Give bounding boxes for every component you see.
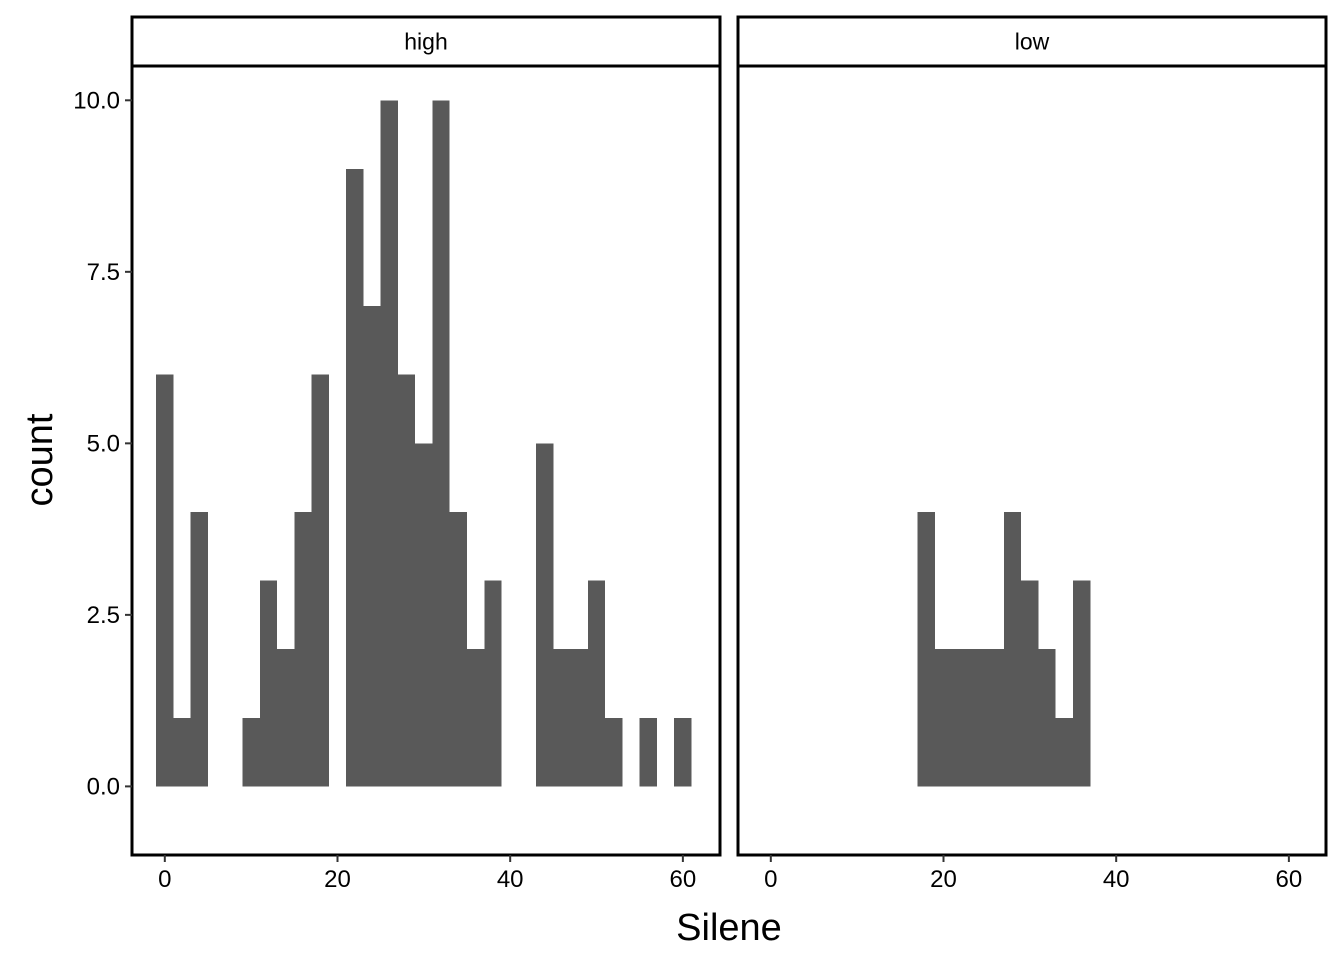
facet-panel-high: high 0 20 40 60 0.0 2.5 5.0 7.5 10.0 [73, 15, 722, 893]
histogram-bar [380, 100, 398, 787]
histogram-bar [536, 443, 554, 787]
histogram-bar [346, 168, 364, 787]
histogram-bar [570, 649, 588, 787]
x-tick-label: 40 [1103, 866, 1130, 893]
histogram-bar [449, 511, 468, 787]
y-tick-label: 2.5 [87, 602, 120, 629]
x-tick-label: 0 [158, 866, 171, 893]
histogram-bar [294, 511, 312, 787]
histogram-bar [259, 580, 278, 787]
facet-strip [130, 15, 722, 68]
histogram-bar [952, 649, 970, 787]
histogram-bar [969, 649, 987, 787]
histogram-bar [311, 374, 329, 787]
histogram-bar [415, 443, 433, 787]
x-tick-label: 40 [497, 866, 524, 893]
histogram-bar [173, 717, 191, 787]
histogram-bar [986, 649, 1004, 787]
histogram-bar [432, 100, 450, 787]
x-axis-title: Silene [676, 907, 782, 949]
histogram-bar [587, 580, 606, 787]
panel-border [130, 64, 722, 857]
histogram-bar [484, 580, 502, 787]
histogram-bar [242, 717, 260, 787]
facet-panels: high 0 20 40 60 0.0 2.5 5.0 7.5 10.0 low 0 20 40 60 [73, 15, 1328, 893]
histogram-bar [363, 306, 381, 787]
histogram-bar [674, 717, 692, 787]
histogram-bar [1055, 717, 1074, 787]
facet-strip-label: high [404, 29, 447, 55]
histogram-bar [277, 649, 295, 787]
y-tick-label: 7.5 [87, 259, 120, 286]
x-tick-label: 0 [764, 866, 777, 893]
histogram-bar [1038, 649, 1056, 787]
histogram-bar [156, 374, 174, 787]
y-tick-label: 10.0 [73, 87, 120, 114]
histogram-bar [190, 511, 208, 787]
histogram-bar [1003, 511, 1022, 787]
histogram-bar [553, 649, 571, 787]
y-axis-title: count [19, 413, 61, 506]
histogram-bar [397, 374, 416, 787]
histogram-bar [934, 649, 953, 787]
histogram-bar [639, 717, 657, 787]
histogram-bar [1021, 580, 1039, 787]
y-tick-label: 0.0 [87, 773, 120, 800]
x-tick-label: 20 [930, 866, 957, 893]
histogram-bar [917, 511, 935, 787]
histogram-bar [467, 649, 485, 787]
panel-border [736, 64, 1328, 857]
histogram-bar [1073, 580, 1091, 787]
histogram-bar [605, 717, 623, 787]
x-tick-label: 20 [324, 866, 351, 893]
y-tick-label: 5.0 [87, 430, 120, 457]
x-tick-label: 60 [1276, 866, 1303, 893]
facet-panel-low: low 0 20 40 60 [736, 15, 1328, 893]
x-tick-label: 60 [670, 866, 697, 893]
facet-strip-label: low [1015, 29, 1050, 55]
